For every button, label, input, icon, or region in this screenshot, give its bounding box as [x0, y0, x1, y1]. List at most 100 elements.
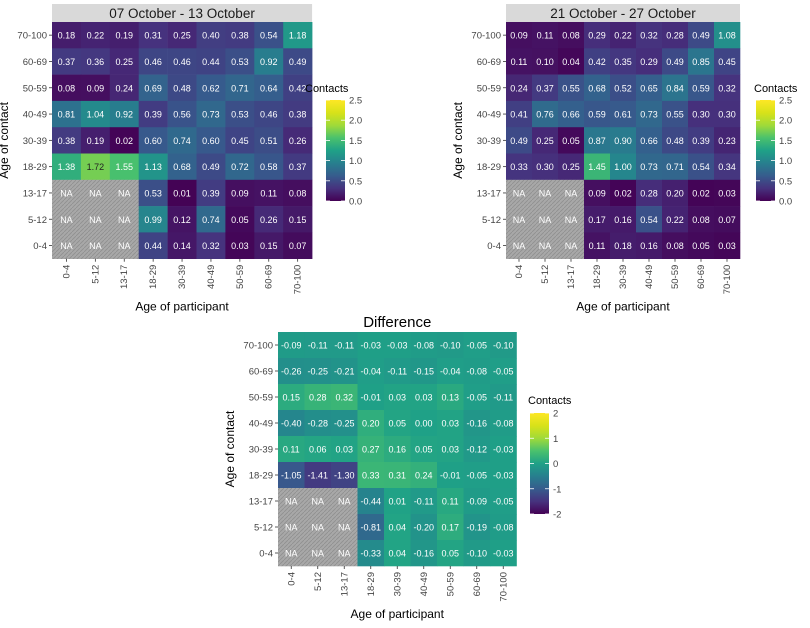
heatmap-cell — [688, 206, 715, 233]
cell-label: NA — [60, 215, 73, 225]
cell-label: 0.87 — [588, 136, 606, 146]
heatmap-cell — [584, 100, 611, 128]
heatmap-cell — [662, 153, 689, 181]
cell-label: 0.18 — [614, 241, 632, 251]
cell-label: 0.37 — [58, 57, 76, 67]
cell-label: 0.09 — [510, 31, 528, 41]
x-tick-label: 5-12 — [540, 265, 551, 284]
cell-label: 0.49 — [666, 57, 684, 67]
cell-label: 0.19 — [87, 136, 105, 146]
heatmap-cell-na — [52, 179, 82, 207]
cell-label: -0.04 — [440, 367, 461, 377]
cell-label: 0.76 — [536, 110, 554, 120]
heatmap-cell — [167, 100, 197, 128]
heatmap-cell-na — [331, 540, 358, 567]
x-axis-title: Age of participant — [351, 607, 445, 621]
cell-label: 0.06 — [309, 445, 327, 455]
colorbar-tick-label: 2.0 — [779, 116, 792, 127]
cell-label: 0.09 — [87, 83, 105, 93]
cell-label: 1.72 — [87, 162, 105, 172]
cell-label: 0.09 — [231, 188, 249, 198]
y-tick-label: 0-4 — [33, 241, 47, 252]
cell-label: 0.04 — [388, 523, 406, 533]
heatmap-cell — [437, 384, 464, 411]
cell-label: 1.04 — [87, 110, 105, 120]
cell-label: 0.25 — [115, 57, 133, 67]
y-tick-label: 70-100 — [243, 341, 273, 352]
cell-label: 0.03 — [441, 445, 459, 455]
cell-label: 1.00 — [614, 162, 632, 172]
heatmap-cell — [357, 436, 385, 463]
heatmap-cell — [490, 436, 517, 463]
panel-strip — [52, 4, 313, 22]
cell-label: -0.03 — [493, 445, 514, 455]
heatmap-cell — [636, 74, 663, 102]
cell-label: 0.90 — [614, 136, 632, 146]
cell-label: NA — [338, 549, 351, 559]
heatmap-cell — [610, 22, 637, 49]
heatmap-cell — [558, 22, 585, 49]
x-tick-label: 18-29 — [592, 265, 603, 289]
heatmap-cell — [610, 48, 637, 75]
cell-label: 0.11 — [283, 445, 300, 455]
cell-label: 0.31 — [144, 31, 162, 41]
cell-label: -0.08 — [466, 367, 487, 377]
y-tick-label: 70-100 — [17, 31, 47, 42]
heatmap-cell — [196, 100, 226, 128]
heatmap-panel-3: Difference -0.09 -0.11 -0.11 -0.03 -0.03 -0.08… — [223, 314, 572, 621]
colorbar-tick-label: 1 — [553, 434, 558, 445]
cell-label: 0.49 — [202, 162, 220, 172]
heatmap-cell — [714, 153, 741, 181]
heatmap-cell — [331, 358, 358, 385]
colorbar-tick-label: 2.0 — [349, 116, 362, 127]
heatmap-cell — [437, 462, 464, 489]
heatmap-cell — [304, 436, 332, 463]
cell-label: 1.18 — [289, 31, 307, 41]
heatmap-cell-na — [80, 179, 111, 207]
cell-label: 0.03 — [335, 445, 353, 455]
cell-label: -1.30 — [334, 471, 355, 481]
heatmap-cell — [331, 410, 358, 437]
heatmap-cell-na — [80, 232, 111, 259]
heatmap-cell — [410, 384, 438, 411]
heatmap-cell — [506, 127, 533, 154]
cell-label: 0.12 — [173, 215, 191, 225]
heatmap-cell — [437, 488, 464, 515]
y-tick-label: 0-4 — [487, 241, 501, 252]
cell-label: 0.32 — [335, 393, 353, 403]
heatmap-cell — [506, 100, 533, 128]
cell-label: 0.52 — [614, 83, 632, 93]
heatmap-cell — [688, 74, 715, 102]
heatmap-cell — [196, 179, 226, 207]
heatmap-cell — [714, 74, 741, 102]
heatmap-panel-2: 21 October - 27 October 0.09 0.11 0.08 0.29 0… — [451, 4, 798, 314]
heatmap-cell — [278, 462, 305, 489]
cell-label: 0.62 — [202, 83, 220, 93]
cell-label: NA — [60, 188, 73, 198]
heatmap-cell — [254, 232, 284, 259]
cell-label: 0.44 — [144, 241, 162, 251]
heatmap-cell — [437, 436, 464, 463]
heatmap-cell-na — [558, 179, 585, 207]
heatmap-cell — [610, 232, 637, 259]
colorbar — [530, 413, 549, 514]
colorbar-title: Contacts — [305, 83, 349, 95]
heatmap-cell — [662, 206, 689, 233]
cell-label: 0.00 — [415, 419, 433, 429]
heatmap-cell — [610, 179, 637, 207]
heatmap-cell — [636, 100, 663, 128]
heatmap-cell — [384, 332, 411, 359]
cell-label: 0.71 — [231, 83, 249, 93]
cell-label: 0.73 — [640, 110, 658, 120]
heatmap-cell — [52, 127, 82, 154]
heatmap-cell — [662, 100, 689, 128]
cell-label: -0.04 — [360, 367, 381, 377]
heatmap-cell — [225, 127, 255, 154]
cell-label: 0.19 — [115, 31, 133, 41]
y-tick-label: 5-12 — [28, 215, 47, 226]
x-tick-label: 30-39 — [177, 265, 188, 289]
cell-label: -0.10 — [493, 341, 514, 351]
heatmap-cell — [138, 127, 168, 154]
heatmap-cell — [167, 153, 197, 181]
heatmap-cell — [584, 232, 611, 259]
